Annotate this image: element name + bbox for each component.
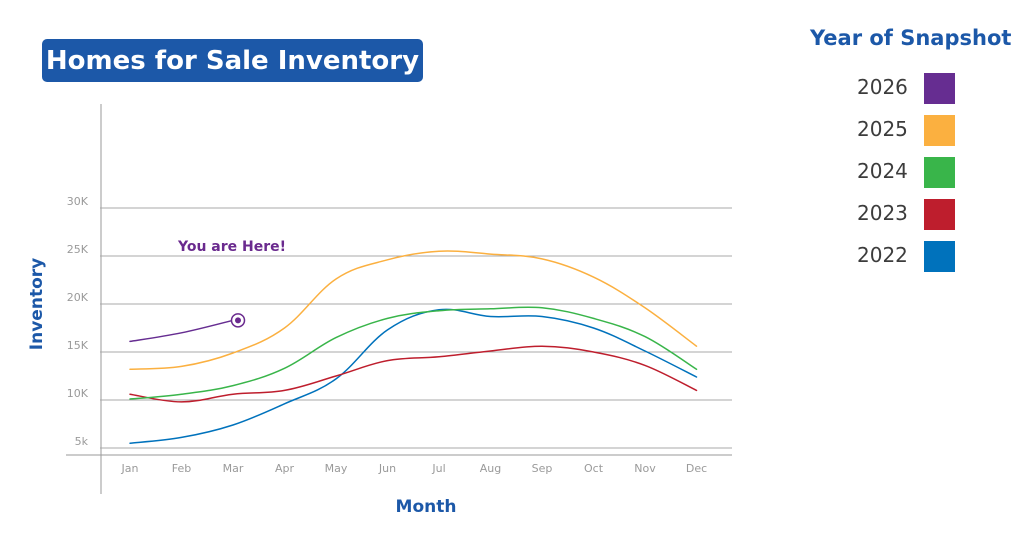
you-are-here-marker-dot [235, 317, 241, 324]
legend-swatch [924, 199, 955, 230]
series-line-2024 [129, 306, 698, 400]
chart-title-box: Homes for Sale Inventory [42, 39, 423, 82]
y-tick-label: 30K [67, 195, 89, 208]
y-tick-label: 5k [75, 435, 89, 448]
series-line-2025 [129, 250, 698, 371]
x-tick-label: Nov [634, 462, 656, 475]
series-line-2023 [129, 345, 698, 403]
x-tick-label: Jan [121, 462, 139, 475]
x-tick-label: Apr [275, 462, 295, 475]
y-tick-label: 25K [67, 243, 89, 256]
legend-label: 2023 [857, 201, 908, 225]
x-tick-label: Dec [686, 462, 707, 475]
x-tick-label: Jul [431, 462, 445, 475]
series-line-2022 [129, 308, 698, 444]
legend-swatch [924, 241, 955, 272]
legend-item-2025: 2025 [857, 115, 967, 147]
series-line-2026 [129, 319, 234, 343]
legend-label: 2022 [857, 243, 908, 267]
x-tick-label: May [325, 462, 348, 475]
legend-label: 2026 [857, 75, 908, 99]
legend-item-2022: 2022 [857, 241, 967, 273]
legend-item-2024: 2024 [857, 157, 967, 189]
legend-swatch [924, 73, 955, 104]
y-tick-label: 20K [67, 291, 89, 304]
legend-swatch [924, 115, 955, 146]
legend-item-2023: 2023 [857, 199, 967, 231]
legend-title: Year of Snapshot [810, 26, 1012, 50]
x-tick-label: Sep [532, 462, 553, 475]
x-tick-label: Mar [223, 462, 244, 475]
legend-item-2026: 2026 [857, 73, 967, 105]
chart-title: Homes for Sale Inventory [45, 45, 420, 76]
legend-label: 2025 [857, 117, 908, 141]
legend-swatch [924, 157, 955, 188]
x-tick-label: Oct [584, 462, 604, 475]
x-tick-label: Jun [378, 462, 396, 475]
annotation-label: You are Here! [177, 239, 286, 255]
y-tick-label: 10K [67, 387, 89, 400]
y-axis-title: Inventory [27, 258, 47, 350]
x-tick-label: Aug [480, 462, 501, 475]
x-axis-title: Month [396, 497, 457, 517]
legend-label: 2024 [857, 159, 908, 183]
y-tick-label: 15K [67, 339, 89, 352]
x-tick-label: Feb [172, 462, 191, 475]
